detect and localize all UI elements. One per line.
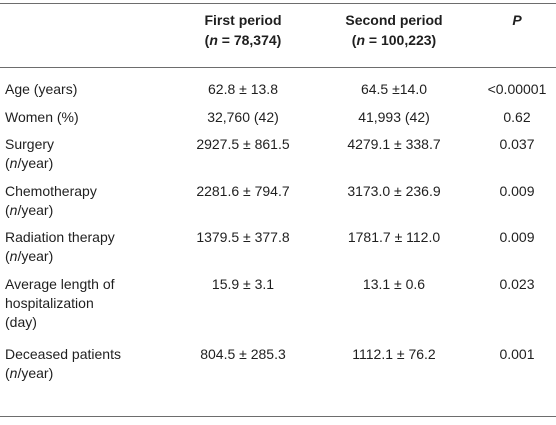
header-p: P <box>512 12 522 28</box>
second-period-value: 13.1 ± 0.6 <box>362 276 426 292</box>
second-period-value: 41,993 (42) <box>358 109 430 125</box>
second-period-value: 64.5 ±14.0 <box>360 81 428 97</box>
row-label: Chemotherapy (n/year) <box>5 183 97 218</box>
header-second-title: Second period <box>345 12 443 28</box>
p-value: 0.023 <box>499 276 535 292</box>
first-period-value: 804.5 ± 285.3 <box>200 346 286 362</box>
first-period-value: 32,760 (42) <box>207 109 279 125</box>
header-first-period: First period (n = 78,374) <box>168 10 318 50</box>
row-label: Average length of hospitalization (day) <box>5 276 115 330</box>
second-period-value: 1781.7 ± 112.0 <box>347 229 441 245</box>
top-rule <box>0 3 556 4</box>
second-period-value: 3173.0 ± 236.9 <box>347 183 441 199</box>
first-period-value: 62.8 ± 13.8 <box>208 81 278 97</box>
first-period-value: 2927.5 ± 861.5 <box>196 136 290 152</box>
header-first-n: (n = 78,374) <box>204 32 282 48</box>
row-label: Women (%) <box>5 109 79 125</box>
p-value: 0.62 <box>503 109 531 125</box>
p-value: 0.009 <box>499 183 535 199</box>
row-label: Deceased patients (n/year) <box>5 346 121 381</box>
p-value: <0.00001 <box>487 81 547 97</box>
row-label: Age (years) <box>5 81 78 97</box>
header-rule <box>0 67 556 68</box>
first-period-value: 15.9 ± 3.1 <box>211 276 275 292</box>
second-period-value: 4279.1 ± 338.7 <box>347 136 441 152</box>
header-first-title: First period <box>204 12 282 28</box>
row-label: Surgery (n/year) <box>5 136 55 171</box>
second-period-value: 1112.1 ± 76.2 <box>352 346 436 362</box>
bottom-rule <box>0 416 556 417</box>
header-second-period: Second period (n = 100,223) <box>322 10 466 50</box>
p-value: 0.009 <box>499 229 535 245</box>
first-period-value: 1379.5 ± 377.8 <box>196 229 290 245</box>
p-value: 0.037 <box>499 136 535 152</box>
p-value: 0.001 <box>499 346 535 362</box>
first-period-value: 2281.6 ± 794.7 <box>196 183 290 199</box>
row-label: Radiation therapy (n/year) <box>5 229 115 264</box>
header-second-n: (n = 100,223) <box>351 32 437 48</box>
